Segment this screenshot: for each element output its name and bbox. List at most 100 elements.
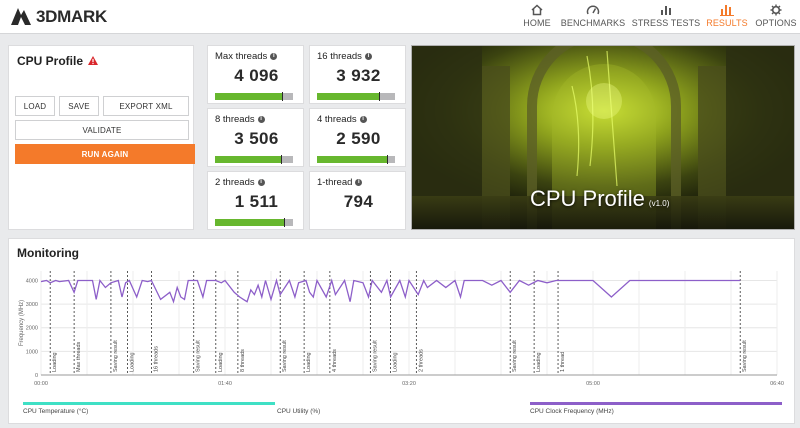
phase-marker-label: 8 threads [240,349,246,372]
phase-marker-label: Saving result [196,340,202,372]
legend-clock-label[interactable]: CPU Clock Frequency (MHz) [530,408,614,415]
hero-title: CPU Profile (v1.0) [530,186,669,212]
score-tile-8-threads: 8 threads i 3 506 [207,108,304,167]
phase-marker-label: Loading [52,352,58,372]
nav-label: OPTIONS [755,18,797,28]
legend-temp-swatch [23,402,275,405]
nav-benchmarks[interactable]: BENCHMARKS [556,0,630,34]
app-logo[interactable]: 3DMARK [8,6,107,28]
logo-text: 3DMARK [36,7,107,26]
score-bar [317,92,395,101]
score-value: 3 506 [234,129,279,148]
x-tick-label: 06:40 [770,381,784,387]
score-tile-2-threads: 2 threads i 1 511 [207,171,304,230]
score-tile-1-thread: 1-thread i 794 [309,171,406,230]
y-tick-label: 2000 [26,326,38,332]
monitoring-title: Monitoring [17,246,79,260]
y-tick-label: 3000 [26,302,38,308]
info-icon[interactable]: i [257,116,265,123]
phase-marker-label: 1 thread [560,352,566,372]
score-label: 2 threads [215,177,255,188]
x-tick-label: 00:00 [34,381,48,387]
score-bar-marker [283,218,285,227]
hero-version: (v1.0) [648,199,670,208]
nav-results[interactable]: RESULTS [702,0,752,34]
y-axis-label: Frequency (MHz) [19,300,25,346]
x-tick-label: 01:40 [218,381,232,387]
run-again-button[interactable]: RUN AGAIN [15,144,195,164]
phase-marker-label: Saving result [372,340,378,372]
info-icon[interactable]: i [270,53,278,60]
score-tile-16-threads: 16 threads i 3 932 [309,45,406,104]
score-bar [215,92,293,101]
legend-temp-label[interactable]: CPU Temperature (°C) [23,408,89,415]
score-label: Max threads [215,51,268,62]
save-button[interactable]: SAVE [59,96,99,116]
export-xml-button[interactable]: EXPORT XML [103,96,189,116]
score-label: 1-thread [317,177,353,188]
phase-marker-label: Saving result [512,340,518,372]
y-tick-label: 4000 [26,278,38,284]
results-icon [720,2,734,17]
main-nav: HOME BENCHMARKS STRESS TESTS RESULTS OPT… [518,0,800,34]
monitoring-panel: Monitoring 0 1000 2000 3000 4000 Frequency (M… [8,238,795,424]
test-name: CPU Profile [17,54,84,68]
nav-options[interactable]: OPTIONS [752,0,800,34]
phase-marker-label: Saving result [113,340,119,372]
score-tile-max-threads: Max threads i 4 096 [207,45,304,104]
score-bar [215,155,293,164]
score-bar-fill [215,156,281,163]
bar-chart-icon [660,2,672,17]
score-bar-marker [387,155,389,164]
phase-marker-label: Loading [306,352,312,372]
score-label: 4 threads [317,114,357,125]
info-icon[interactable]: i [364,53,372,60]
score-value: 2 590 [336,129,381,148]
score-bar-fill [317,93,380,100]
score-bar-fill [215,93,283,100]
nav-label: HOME [523,18,551,28]
score-value: 1 511 [234,192,279,211]
info-icon[interactable]: i [257,179,265,186]
home-icon [531,2,543,17]
top-bar: 3DMARK HOME BENCHMARKS STRESS TESTS RESU… [0,0,800,34]
y-tick-label: 1000 [26,349,38,355]
score-value: 3 932 [336,66,381,85]
score-bar-fill [317,156,388,163]
info-icon[interactable]: i [359,116,367,123]
gear-icon [770,2,782,17]
legend-util-label[interactable]: CPU Utility (%) [277,408,321,415]
nav-label: STRESS TESTS [631,18,701,28]
score-label: 16 threads [317,51,362,62]
phase-marker-label: Max threads [76,341,82,372]
phase-marker-label: 16 threads [153,346,159,372]
score-bar [317,155,395,164]
info-icon[interactable]: i [355,179,363,186]
phase-marker-label: Saving result [282,340,288,372]
test-action-card: CPU Profile LOAD SAVE EXPORT XML VALIDAT… [8,45,195,230]
score-value: 794 [343,192,374,211]
nav-stress-tests[interactable]: STRESS TESTS [630,0,702,34]
load-button[interactable]: LOAD [15,96,55,116]
legend-clock-swatch [530,402,782,405]
score-bar-marker [379,92,381,101]
card-title: CPU Profile [17,54,99,68]
score-bar-marker [280,155,282,164]
score-bar [215,218,293,227]
logo-flame-icon [11,8,31,25]
nav-home[interactable]: HOME [518,0,556,34]
y-tick-label: 0 [35,373,38,379]
monitoring-chart[interactable]: 0 1000 2000 3000 4000 Frequency (MHz) 00:00 01:… [9,265,796,393]
warning-icon[interactable] [88,54,99,68]
score-bar-fill [215,219,284,226]
test-hero-image: CPU Profile (v1.0) [411,45,795,230]
hero-artwork [412,46,794,229]
nav-label: RESULTS [706,18,748,28]
validate-button[interactable]: VALIDATE [15,120,189,140]
phase-marker-label: Loading [393,352,399,372]
phase-marker-label: 4 threads [332,349,338,372]
score-value: 4 096 [234,66,279,85]
phase-marker-label: Saving result [742,340,748,372]
score-label: 8 threads [215,114,255,125]
phase-marker-label: Loading [129,352,135,372]
